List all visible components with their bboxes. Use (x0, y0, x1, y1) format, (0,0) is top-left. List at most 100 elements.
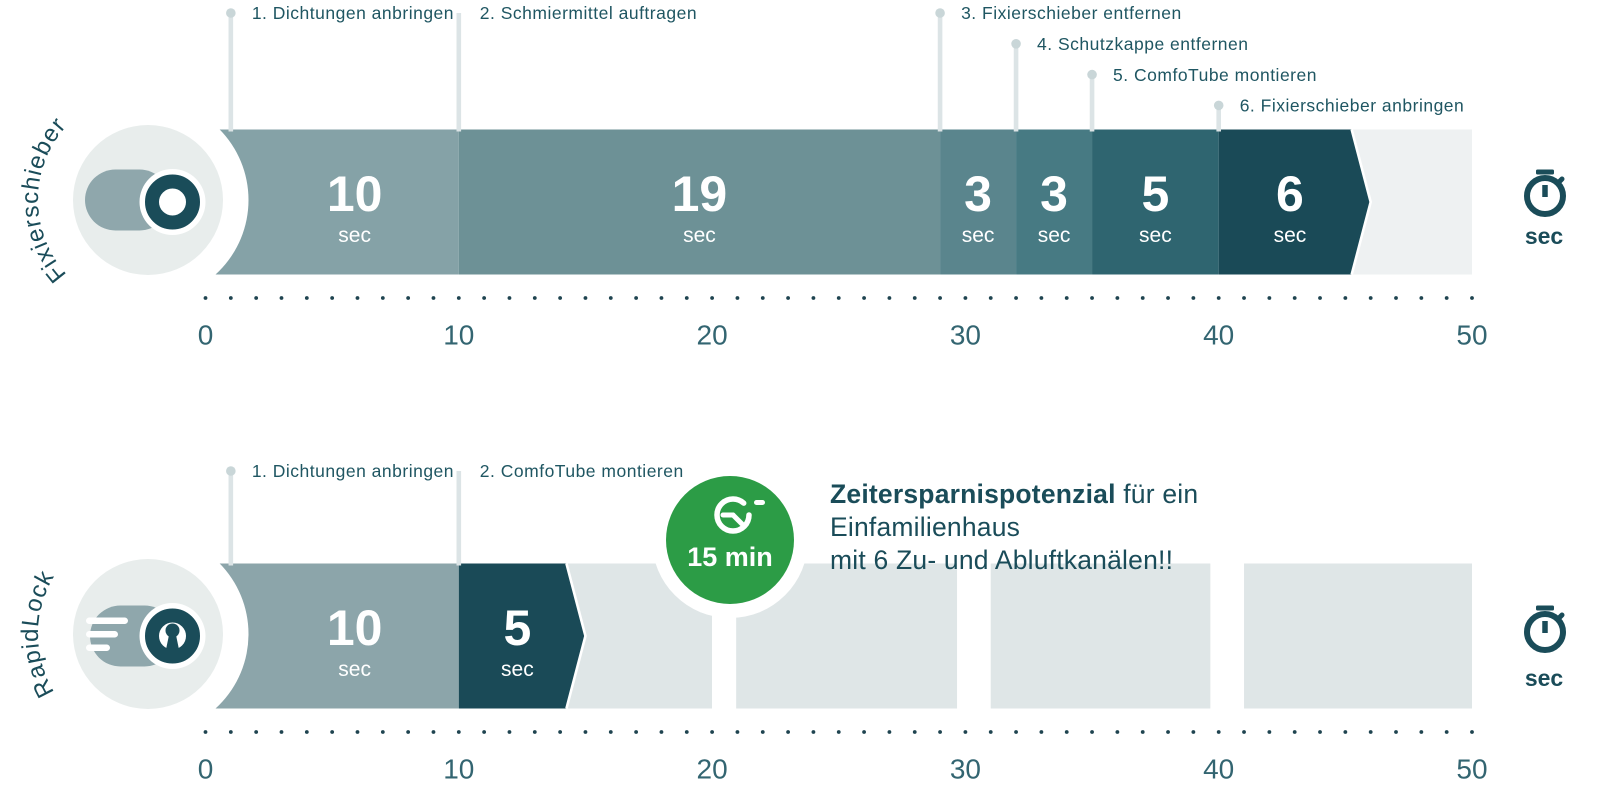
axis-minor-tick-dot (1166, 730, 1170, 734)
axis-minor-tick-dot (1014, 296, 1018, 300)
axis-minor-tick-dot (406, 730, 411, 734)
axis-tick-label: 50 (1456, 320, 1487, 351)
axis-minor-tick-dot (1039, 730, 1044, 734)
stopwatch-icon (1524, 169, 1566, 217)
bar-segment: 5 (1092, 129, 1219, 275)
axis-minor-tick-dot (710, 296, 714, 300)
lock-ring (145, 608, 200, 664)
axis-minor-tick-dot (659, 296, 664, 300)
callout-dot (226, 8, 236, 18)
axis-minor-tick-dot (608, 730, 613, 734)
keyhole-dot (165, 623, 180, 638)
axis-minor-tick-dot (203, 296, 208, 300)
axis-minor-tick-dot (760, 730, 765, 734)
axis-minor-tick-dot (558, 730, 563, 734)
axis-minor-tick-dot (963, 296, 968, 300)
axis-minor-tick-dot (988, 730, 993, 734)
axis-minor-tick-dot (1064, 730, 1069, 734)
segment-value: 10 (327, 600, 383, 656)
stopwatch-button (1536, 605, 1554, 611)
timer-hand-minute (730, 512, 746, 528)
axis-minor-tick-dot (1444, 296, 1449, 300)
slider-ring (145, 174, 200, 230)
stopwatch-dial (1524, 611, 1566, 653)
speed-line (86, 617, 128, 624)
axis-minor-tick-dot (786, 730, 790, 734)
axis-minor-tick-dot (1014, 730, 1018, 734)
segment-unit-label: sec (962, 224, 995, 247)
axis-minor-tick-dot (1419, 730, 1424, 734)
axis-minor-tick-dot (532, 296, 537, 300)
axis-minor-tick-dot (1394, 730, 1398, 734)
segment-value: 3 (964, 166, 992, 222)
axis-minor-tick-dot (1419, 296, 1424, 300)
axis-unit-label: sec (1525, 665, 1564, 691)
speed-line (86, 631, 118, 638)
badge-label: 15 min (687, 542, 773, 572)
bar-segment: 3 (940, 129, 1017, 275)
segment-unit-label: sec (338, 658, 371, 681)
axis-minor-tick-dot (355, 730, 360, 734)
axis-minor-tick-dot (1090, 296, 1094, 300)
axis-minor-tick-dot (659, 730, 664, 734)
time-saving-badge: 15 min (666, 476, 794, 604)
axis-minor-tick-dot (1394, 296, 1398, 300)
axis-minor-tick-dot (836, 730, 841, 734)
axis-minor-tick-dot (254, 296, 259, 300)
segment-unit-label: sec (1139, 224, 1172, 247)
axis-minor-tick-dot (912, 296, 917, 300)
axis-tick-label: 0 (198, 754, 214, 785)
axis-minor-tick-dot (760, 296, 765, 300)
axis-minor-tick-dot (1267, 730, 1272, 734)
axis-minor-tick-dot (1343, 296, 1348, 300)
axis-minor-tick-dot (482, 730, 487, 734)
axis-unit-label: sec (1525, 223, 1564, 249)
bar-segment: 6 (1218, 129, 1371, 275)
axis-minor-tick-dot (1191, 730, 1196, 734)
timeline-row-rapidlock: 1010sec55secRapidLock1. Dichtungen anbri… (17, 461, 1566, 785)
axis-minor-tick-dot (1115, 296, 1120, 300)
axis-minor-tick-dot (836, 296, 841, 300)
axis-minor-tick-dot (1470, 296, 1474, 300)
timer-dial (714, 496, 752, 534)
badge-circle (666, 476, 794, 604)
segment-value: 5 (503, 600, 531, 656)
axis-minor-tick-dot (988, 296, 993, 300)
segment-value: 19 (672, 166, 728, 222)
axis-minor-tick-dot (684, 296, 689, 300)
axis-minor-tick-dot (1216, 296, 1221, 300)
axis-minor-tick-dot (862, 296, 866, 300)
axis-minor-tick-dot (1318, 296, 1322, 300)
timer-dash (754, 500, 765, 505)
axis-minor-tick-dot (532, 730, 537, 734)
bar-segment: 19 (458, 129, 941, 275)
stopwatch-crown (1555, 612, 1565, 622)
axis-minor-tick-dot (304, 730, 309, 734)
callout-label: 4. Schutzkappe entfernen (1037, 34, 1248, 54)
axis-minor-tick-dot (786, 296, 790, 300)
segment-unit-label: sec (501, 658, 534, 681)
axis-minor-tick-dot (735, 730, 740, 734)
segment-value: 5 (1141, 166, 1169, 222)
axis-tick-label: 40 (1203, 754, 1234, 785)
segment-value: 10 (327, 166, 383, 222)
axis-minor-tick-dot (1292, 730, 1297, 734)
axis-tick-label: 50 (1456, 754, 1487, 785)
stopwatch-button (1536, 169, 1554, 175)
axis-minor-tick-dot (735, 296, 740, 300)
stopwatch-dial (1524, 175, 1566, 217)
axis-tick-label: 20 (697, 320, 728, 351)
axis-minor-tick-dot (912, 730, 917, 734)
axis-tick-label: 0 (198, 320, 214, 351)
axis-minor-tick-dot (406, 296, 411, 300)
axis-minor-tick-dot (1140, 730, 1145, 734)
axis-tick-label: 40 (1203, 320, 1234, 351)
callout-dot (935, 8, 945, 18)
axis-minor-tick-dot (1368, 296, 1373, 300)
segment-unit-label: sec (1038, 224, 1071, 247)
axis-minor-tick-dot (684, 730, 689, 734)
callout-dot (1213, 100, 1224, 111)
callout-label: 6. Fixierschieber anbringen (1240, 96, 1465, 116)
axis-minor-tick-dot (887, 296, 892, 300)
